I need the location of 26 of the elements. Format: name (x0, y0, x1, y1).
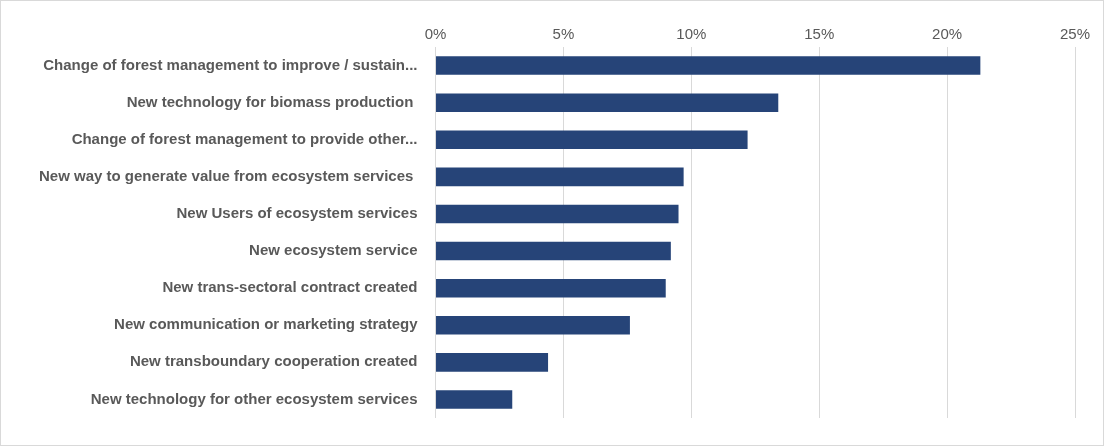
x-tick-label: 20% (932, 25, 963, 43)
bar (436, 278, 666, 298)
bar (436, 93, 779, 112)
y-tick-label: New technology for biomass production (126, 92, 418, 110)
y-tick-label: New technology for other ecosystem services (90, 389, 418, 407)
y-tick-label: Change of forest management to improve / sustain... (43, 55, 418, 73)
bar (436, 204, 679, 224)
y-tick-label: Change of forest management to provide other... (71, 129, 418, 147)
x-tick-label: 0% (424, 25, 447, 43)
bar (436, 130, 748, 150)
x-tick-label: 5% (552, 25, 575, 43)
y-tick-label: New Users of ecosystem services (176, 204, 418, 222)
y-tick-label: New trans-sectoral contract created (162, 278, 418, 296)
x-tick-label: 15% (804, 25, 835, 43)
y-tick-label: New way to generate value from ecosystem services (39, 166, 418, 184)
y-tick-label: New transboundary cooperation created (129, 352, 418, 370)
y-tick-label: New communication or marketing strategy (114, 315, 419, 333)
bar (436, 390, 513, 409)
x-tick-label: 25% (1059, 25, 1091, 43)
bar (436, 167, 684, 187)
y-tick-label: New ecosystem service (249, 241, 418, 259)
bar (436, 315, 630, 335)
bar (436, 241, 671, 261)
bar (436, 56, 981, 75)
x-tick-label: 10% (676, 25, 707, 43)
bar (436, 353, 549, 372)
